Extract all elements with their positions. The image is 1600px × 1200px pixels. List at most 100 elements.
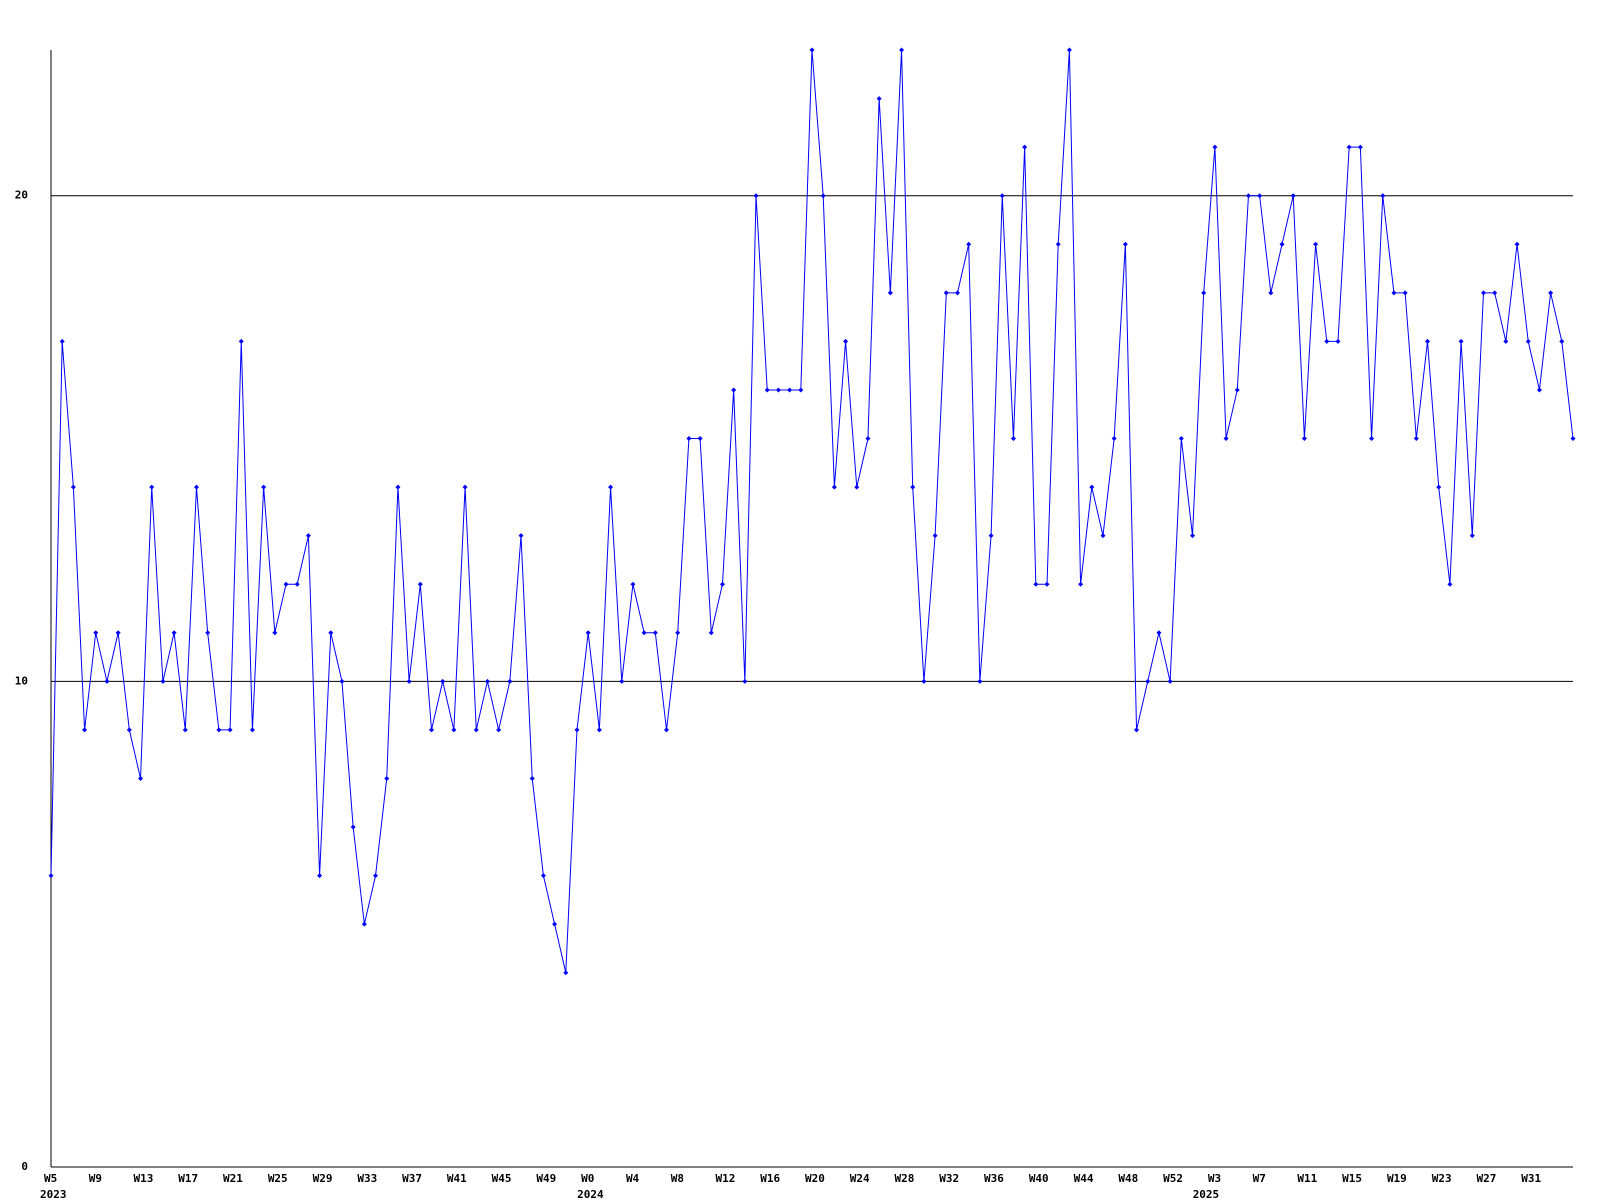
point (820, 193, 826, 199)
point (1100, 533, 1106, 539)
x-tick-label: W12 (715, 1172, 735, 1185)
point (496, 727, 502, 733)
point (451, 727, 457, 733)
point (664, 727, 670, 733)
point (1391, 290, 1397, 296)
point (742, 678, 748, 684)
point (249, 727, 255, 733)
point (596, 727, 602, 733)
x-tick-label: W29 (313, 1172, 333, 1185)
x-tick-label: W21 (223, 1172, 243, 1185)
point (899, 47, 905, 53)
point (59, 338, 65, 344)
point (518, 533, 524, 539)
point (283, 581, 289, 587)
x-tick-label: W7 (1253, 1172, 1266, 1185)
x-tick-label: W11 (1297, 1172, 1317, 1185)
x-tick-label: W49 (536, 1172, 556, 1185)
x-tick-label: W16 (760, 1172, 780, 1185)
point (1201, 290, 1207, 296)
point (1223, 436, 1229, 442)
x-tick-label: W17 (178, 1172, 198, 1185)
point (1548, 290, 1554, 296)
x-tick-label: W45 (492, 1172, 512, 1185)
point (585, 630, 591, 636)
point (1212, 144, 1218, 150)
point (540, 873, 546, 879)
point (1122, 241, 1128, 247)
point (1234, 387, 1240, 393)
point (887, 290, 893, 296)
point (1425, 338, 1431, 344)
point (999, 193, 1005, 199)
point (1413, 436, 1419, 442)
point (921, 678, 927, 684)
point (115, 630, 121, 636)
x-tick-label: W15 (1342, 1172, 1362, 1185)
point (406, 678, 412, 684)
point (160, 678, 166, 684)
point (473, 727, 479, 733)
point (350, 824, 356, 830)
point (1279, 241, 1285, 247)
point (966, 241, 972, 247)
point (1268, 290, 1274, 296)
point (507, 678, 513, 684)
point (697, 436, 703, 442)
x-tick-label: W32 (939, 1172, 959, 1185)
point (1167, 678, 1173, 684)
y-tick-label: 10 (15, 674, 28, 687)
point (843, 338, 849, 344)
point (429, 727, 434, 733)
x-tick-label: W20 (805, 1172, 825, 1185)
point (775, 387, 781, 393)
x-tick-label: W25 (268, 1172, 288, 1185)
point (1570, 436, 1576, 442)
point (1380, 193, 1386, 199)
point (1447, 581, 1453, 587)
point (954, 290, 960, 296)
y-tick-label: 20 (15, 189, 28, 202)
point (932, 533, 938, 539)
point (1044, 581, 1050, 587)
point (675, 630, 681, 636)
point (182, 727, 188, 733)
point (149, 484, 155, 490)
point (731, 387, 737, 393)
x-tick-label: W23 (1432, 1172, 1452, 1185)
x-tick-label: W24 (850, 1172, 870, 1185)
point (1111, 436, 1117, 442)
point (1469, 533, 1475, 539)
point (1559, 338, 1565, 344)
point (373, 873, 379, 879)
point (529, 775, 535, 781)
point (798, 387, 804, 393)
point (1134, 727, 1140, 733)
point (261, 484, 267, 490)
x-tick-label: W28 (895, 1172, 915, 1185)
point (48, 873, 54, 879)
point (1480, 290, 1486, 296)
point (574, 727, 580, 733)
point (1257, 193, 1263, 199)
point (238, 338, 244, 344)
x-tick-label: W52 (1163, 1172, 1183, 1185)
x-tick-label: W19 (1387, 1172, 1407, 1185)
point (641, 630, 647, 636)
point (764, 387, 770, 393)
point (1346, 144, 1352, 150)
point (1190, 533, 1195, 539)
point (205, 630, 211, 636)
point (876, 96, 882, 102)
point (294, 581, 300, 587)
point (943, 290, 949, 296)
x-tick-label: W8 (671, 1172, 684, 1185)
point (787, 387, 793, 393)
point (1335, 338, 1341, 344)
point (1178, 436, 1184, 442)
point (193, 484, 199, 490)
point (227, 727, 233, 733)
point (608, 484, 614, 490)
point (1357, 144, 1363, 150)
